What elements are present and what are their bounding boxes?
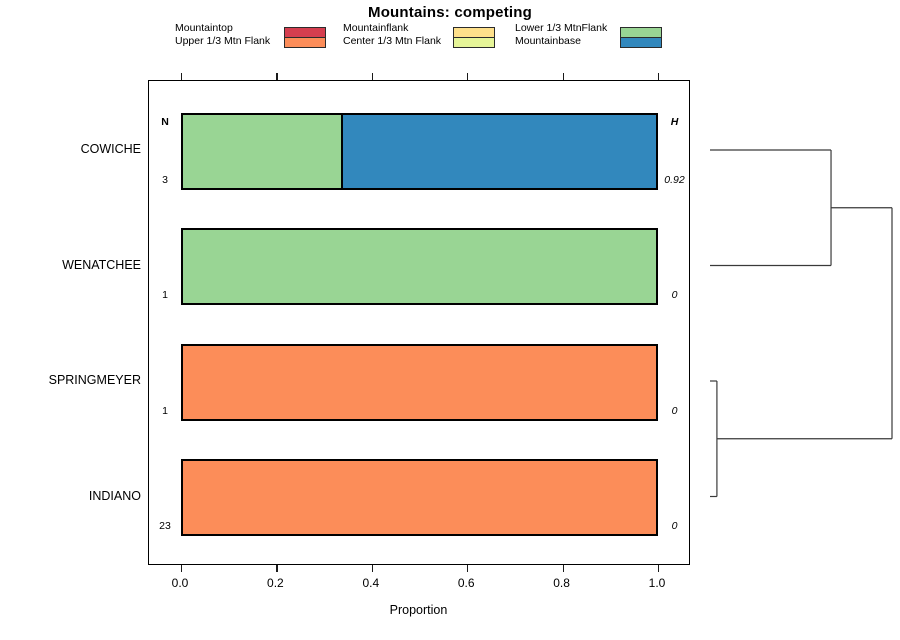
bar-segment: [183, 345, 656, 419]
h-value: 0.92: [664, 173, 685, 186]
legend-label: Lower 1/3 MtnFlank: [515, 22, 608, 34]
x-axis-tick: [467, 72, 469, 80]
legend-swatch: [620, 37, 662, 48]
x-axis-tick: [181, 72, 183, 80]
n-value: 1: [162, 289, 168, 301]
bar-segment: [183, 461, 656, 534]
h-value: 0: [671, 289, 678, 301]
legend-swatches-col-3: [620, 27, 662, 48]
legend-label: Mountaintop: [175, 22, 233, 34]
x-axis-tick-label: 0.4: [362, 576, 380, 590]
x-axis-tick: [658, 72, 660, 80]
legend-label: Mountainflank: [343, 22, 409, 34]
legend-swatches-col-2: [453, 27, 495, 48]
legend-label: Mountainbase: [515, 35, 581, 47]
x-axis-tick: [467, 565, 469, 573]
legend-labels-col-1: Mountaintop Upper 1/3 Mtn Flank: [175, 22, 270, 48]
x-axis-tick: [658, 565, 660, 573]
x-axis-tick: [562, 565, 564, 573]
bar-segment: [183, 230, 656, 303]
legend-labels-col-3: Lower 1/3 MtnFlank Mountainbase: [515, 22, 607, 48]
h-value: 0: [671, 404, 678, 417]
legend-swatch: [453, 37, 495, 48]
stacked-bar: [181, 459, 658, 536]
bar-segment: [183, 114, 341, 188]
x-axis-tick-label: 0.2: [267, 576, 284, 590]
n-value: 1: [162, 404, 168, 417]
x-axis-tick: [371, 565, 374, 573]
stacked-bar: [181, 343, 658, 421]
row-label: SPRINGMEYER: [48, 373, 141, 387]
legend-swatches-col-1: [284, 27, 326, 48]
x-axis-tick: [181, 565, 183, 573]
dendrogram: [710, 149, 893, 498]
x-axis-tick: [276, 72, 278, 80]
h-column-header: H: [670, 116, 679, 128]
x-axis-label: Proportion: [389, 603, 448, 617]
x-axis-tick-label: 1.0: [648, 576, 666, 590]
legend-label: Upper 1/3 Mtn Flank: [175, 35, 271, 47]
x-axis-tick-label: 0.6: [457, 576, 475, 590]
x-axis-tick: [562, 72, 564, 80]
chart-title: Mountains: competing: [368, 4, 532, 21]
n-column-header: N: [161, 116, 169, 128]
h-value: 0: [671, 520, 678, 532]
x-axis-tick-label: 0.0: [171, 576, 189, 590]
bar-segment: [340, 114, 656, 188]
legend-swatch: [284, 37, 326, 48]
n-value: 23: [159, 520, 171, 532]
row-label: COWICHE: [80, 142, 141, 156]
x-axis-tick: [276, 565, 278, 573]
x-axis-tick-label: 0.8: [553, 576, 570, 590]
stacked-bar: [181, 228, 658, 305]
plot-area: N H 3 0.92 1 0 1 0 23 0: [148, 72, 690, 573]
row-label: WENATCHEE: [62, 257, 141, 272]
x-axis-tick: [371, 72, 374, 80]
n-value: 3: [162, 173, 168, 186]
legend-labels-col-2: Mountainflank Center 1/3 Mtn Flank: [343, 22, 441, 48]
row-label: INDIANO: [88, 488, 141, 503]
stacked-bar: [181, 112, 658, 190]
legend-label: Center 1/3 Mtn Flank: [343, 35, 442, 47]
